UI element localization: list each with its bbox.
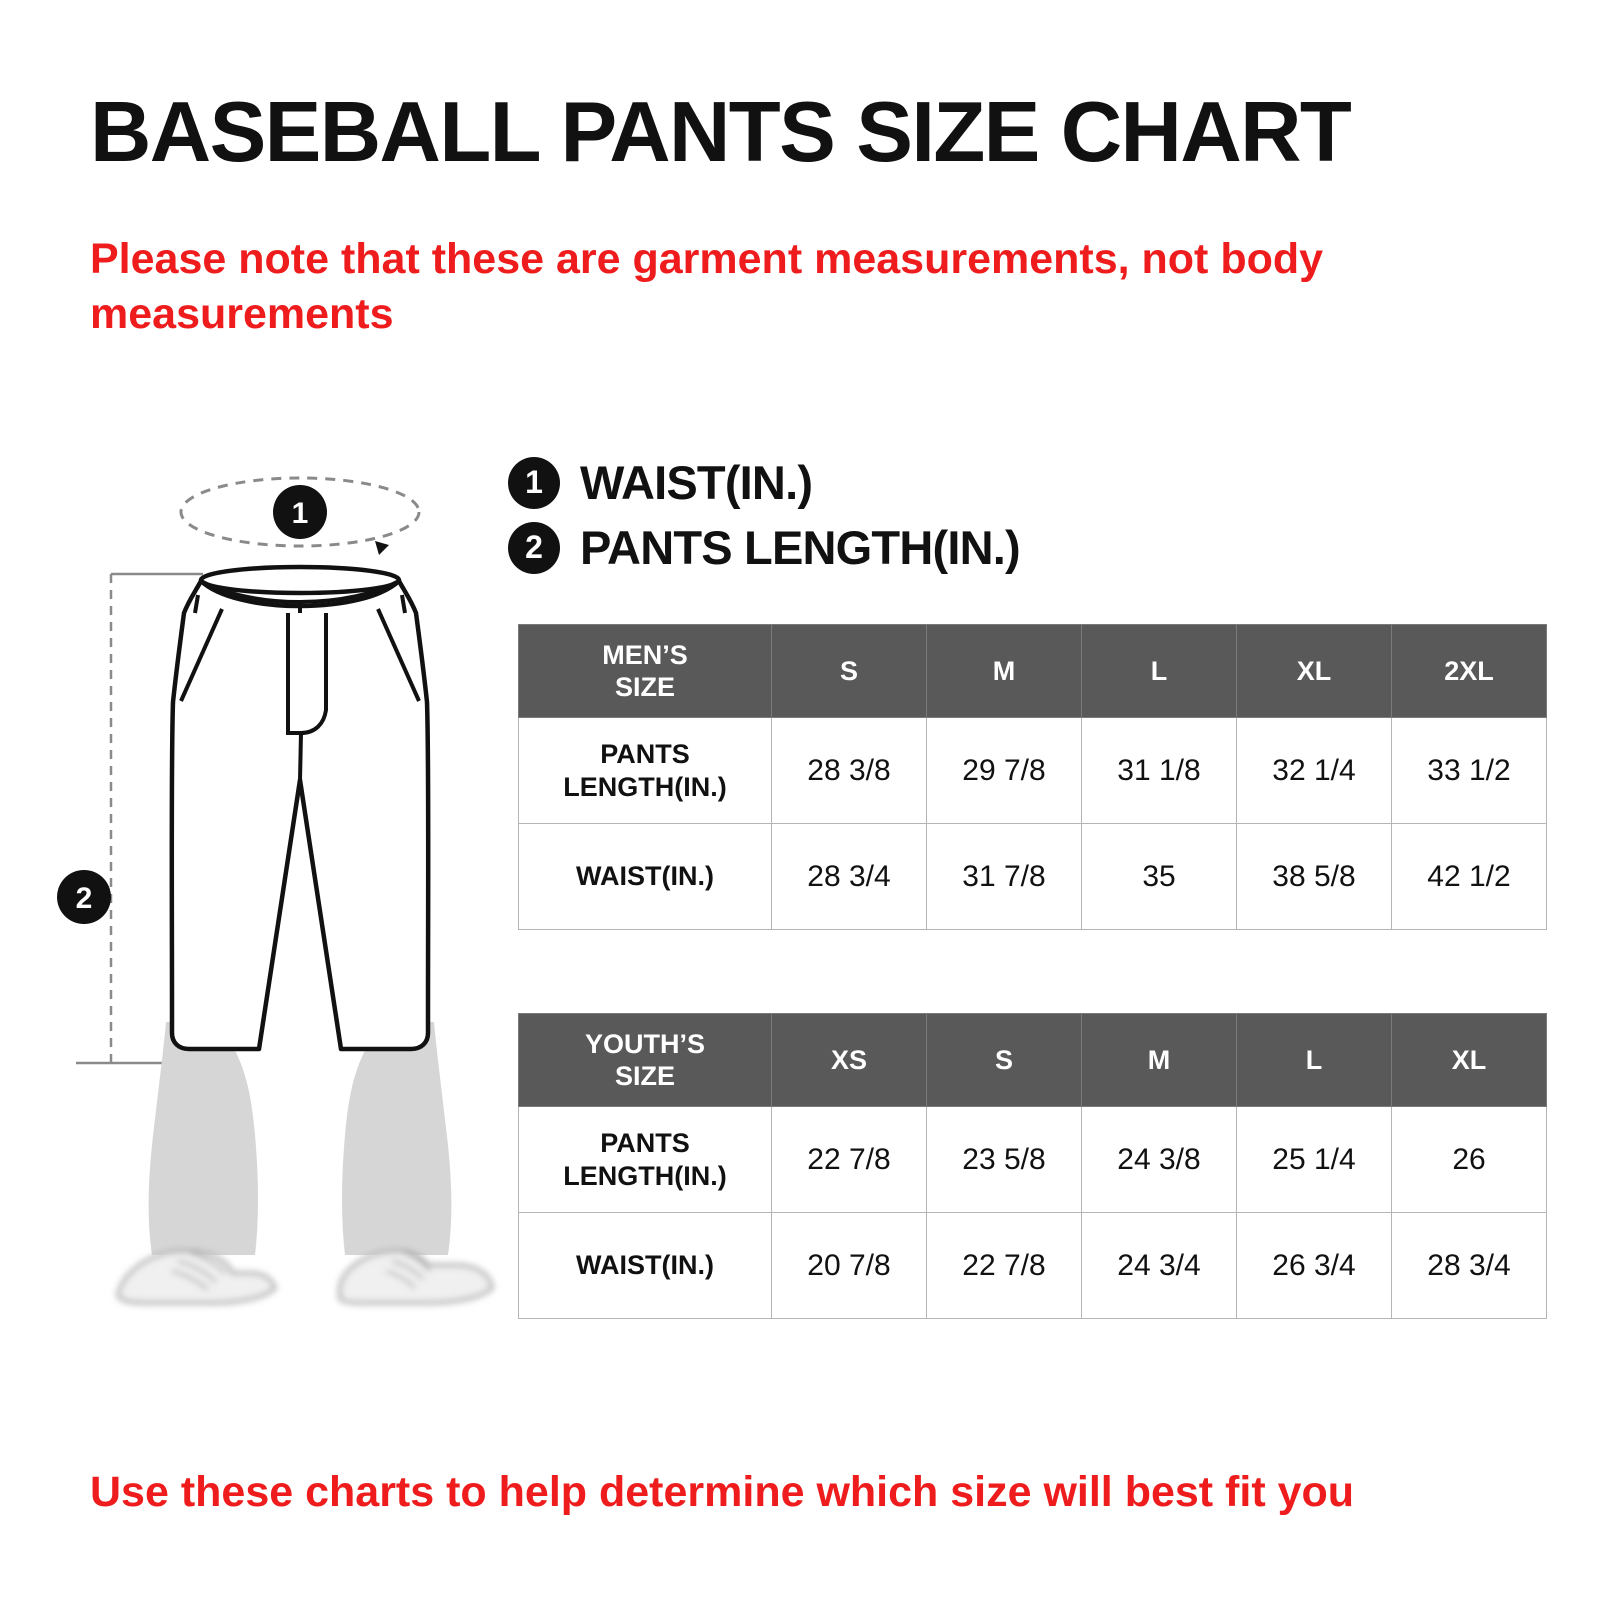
- svg-text:2: 2: [76, 882, 93, 915]
- svg-text:1: 1: [292, 497, 309, 530]
